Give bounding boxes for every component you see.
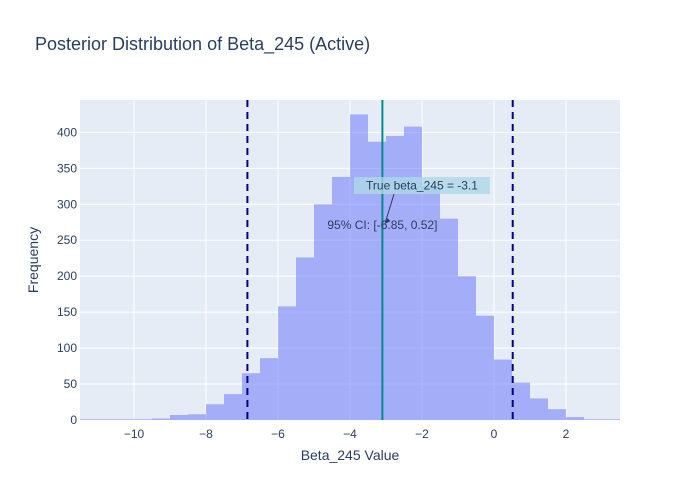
histogram-bar xyxy=(224,394,242,420)
y-tick-label: 250 xyxy=(57,233,77,247)
histogram-bar xyxy=(134,419,152,420)
y-tick-label: 0 xyxy=(70,413,77,427)
histogram-bar xyxy=(530,398,548,420)
x-axis-title: Beta_245 Value xyxy=(301,447,400,463)
x-tick-label: −4 xyxy=(343,427,357,441)
histogram-bar xyxy=(440,218,458,420)
ci-label: 95% CI: [-6.85, 0.52] xyxy=(327,218,437,232)
histogram-bar xyxy=(350,114,368,420)
x-tick-label: −2 xyxy=(415,427,429,441)
histogram-bar xyxy=(152,418,170,420)
annotation-arrow xyxy=(384,193,395,223)
histogram-bar xyxy=(188,414,206,420)
reference-lines xyxy=(246,100,514,420)
y-tick-label: 100 xyxy=(57,341,77,355)
histogram-bar xyxy=(476,315,494,420)
histogram-bar xyxy=(404,126,422,420)
histogram-bar xyxy=(116,419,134,420)
histogram-bar xyxy=(512,382,530,420)
y-tick-label: 200 xyxy=(57,269,77,283)
histogram-bars xyxy=(80,114,620,420)
y-tick-label: 300 xyxy=(57,197,77,211)
y-tick-label: 400 xyxy=(57,125,77,139)
y-tick-label: 350 xyxy=(57,161,77,175)
y-axis-title: Frequency xyxy=(25,227,41,293)
histogram-bar xyxy=(422,186,440,420)
true-value-label-bg xyxy=(354,177,490,195)
x-tick-label: 2 xyxy=(563,427,570,441)
y-tick-label: 50 xyxy=(64,377,78,391)
x-tick-label: −10 xyxy=(124,427,145,441)
histogram-bar xyxy=(584,419,602,420)
histogram-bar xyxy=(566,417,584,420)
x-tick-label: −8 xyxy=(199,427,213,441)
histogram-bar xyxy=(296,257,314,420)
histogram-bar xyxy=(314,204,332,420)
annotation-arrowhead xyxy=(384,218,391,225)
annotations: True beta_245 = -3.1 95% CI: [-6.85, 0.52… xyxy=(327,177,490,232)
histogram-bar xyxy=(548,409,566,420)
x-tick-label: −6 xyxy=(271,427,285,441)
histogram-bar xyxy=(260,358,278,420)
chart-title: Posterior Distribution of Beta_245 (Acti… xyxy=(35,34,370,55)
histogram-bar xyxy=(242,373,260,420)
histogram-bar xyxy=(80,419,98,420)
true-value-label: True beta_245 = -3.1 xyxy=(366,179,478,193)
histogram-bar xyxy=(494,359,512,420)
histogram-bar xyxy=(602,419,620,420)
histogram-bar xyxy=(458,276,476,420)
histogram-bar xyxy=(98,419,116,420)
histogram-bar xyxy=(170,414,188,420)
histogram-bar xyxy=(332,176,350,420)
x-tick-label: 0 xyxy=(491,427,498,441)
histogram-bar xyxy=(206,404,224,420)
y-tick-label: 150 xyxy=(57,305,77,319)
histogram-bar xyxy=(278,306,296,420)
axis-ticks: 0 50 100 150 200 250 300 350 400 −10 −8 −6 −4 −2 0 2 xyxy=(57,125,570,441)
